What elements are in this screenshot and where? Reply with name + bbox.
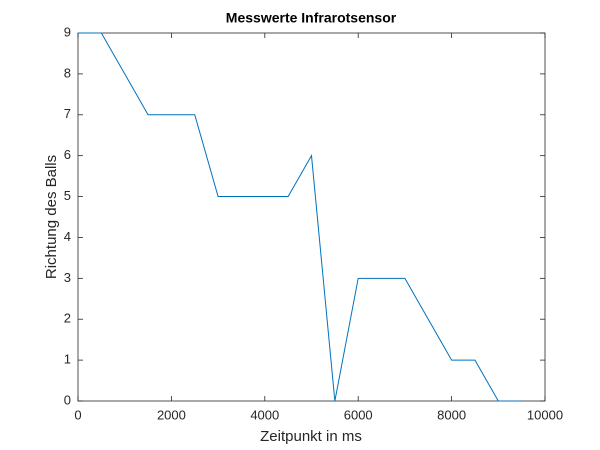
chart-title: Messwerte Infrarotsensor: [226, 10, 397, 26]
y-tick-label: 2: [64, 311, 71, 326]
x-tick-label: 10000: [527, 407, 563, 422]
x-tick-label: 6000: [344, 407, 373, 422]
data-line: [78, 32, 522, 402]
x-axis-label: Zeitpunkt in ms: [260, 428, 362, 445]
y-tick-label: 3: [64, 270, 71, 285]
y-tick-label: 8: [64, 65, 71, 80]
y-tick-label: 9: [64, 24, 71, 39]
y-tick-label: 1: [64, 352, 71, 367]
y-tick-label: 7: [64, 106, 71, 121]
x-tick-label: 2000: [157, 407, 186, 422]
y-tick-label: 4: [64, 229, 71, 244]
y-tick-label: 0: [64, 392, 71, 407]
y-tick-label: 6: [64, 147, 71, 162]
x-tick-label: 4000: [250, 407, 279, 422]
axes-box: [77, 32, 546, 402]
y-tick-label: 5: [64, 188, 71, 203]
x-tick-label: 8000: [437, 407, 466, 422]
y-axis-label: Richtung des Balls: [43, 155, 60, 279]
x-tick-label: 0: [74, 407, 81, 422]
